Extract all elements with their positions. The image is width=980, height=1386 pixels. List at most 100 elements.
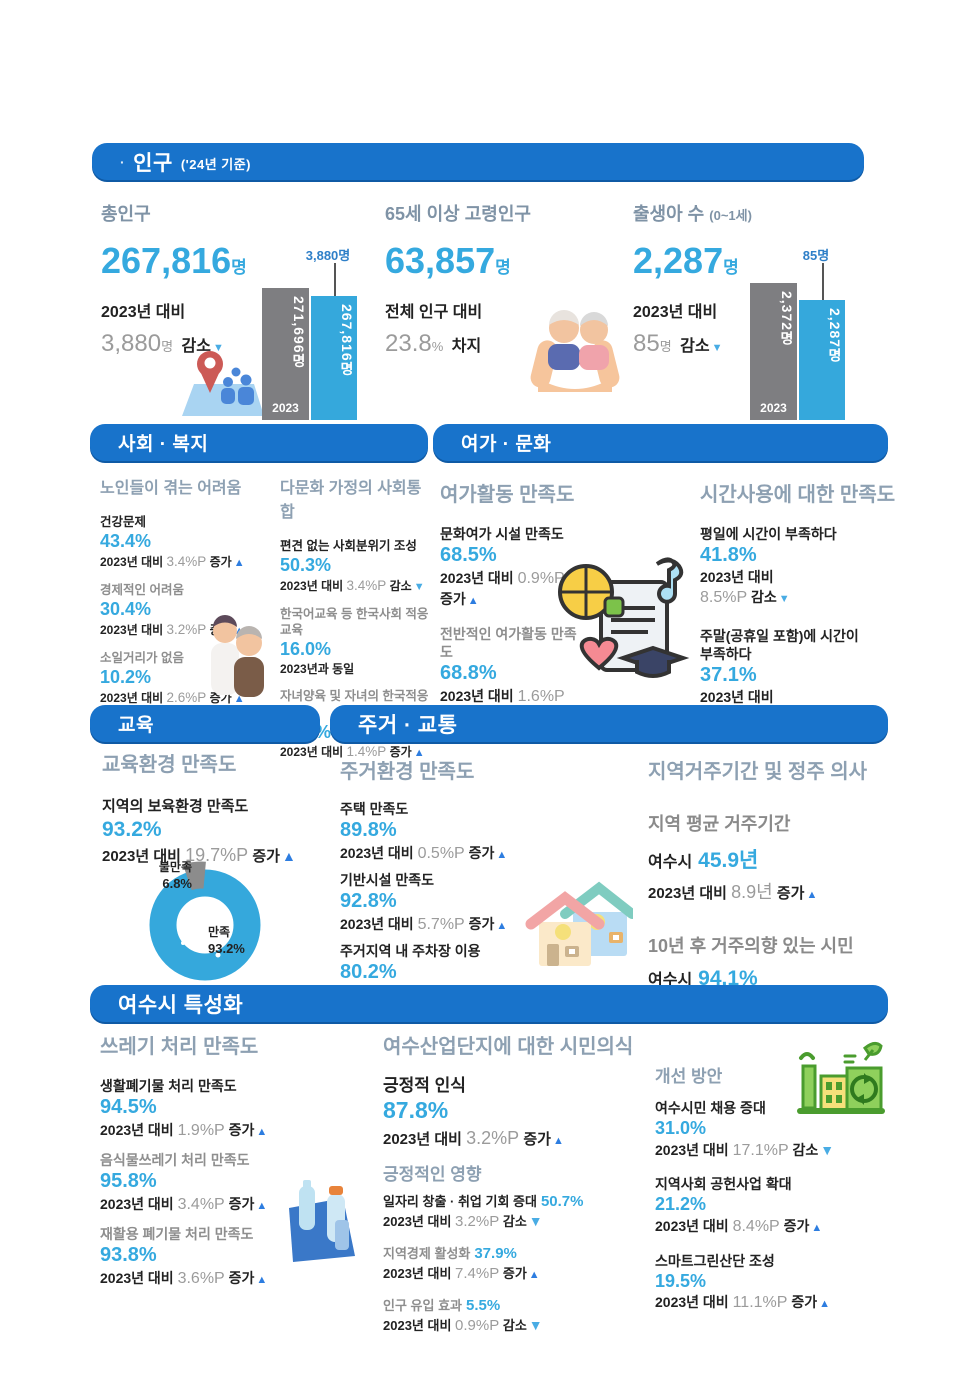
up-arrow-icon: ▲ bbox=[819, 1298, 830, 1311]
compare-label: 2023년 대비 bbox=[101, 304, 186, 321]
stat-label: 편견 없는 사회분위기 조성 bbox=[280, 539, 417, 553]
up-arrow-icon: ▲ bbox=[811, 1221, 823, 1234]
up-arrow-icon: ▲ bbox=[552, 1134, 564, 1147]
stat-label: 기반시설 만족도 bbox=[340, 871, 435, 888]
down-arrow-icon: ▼ bbox=[212, 342, 224, 354]
block-heading: 지역 평균 거주기간 bbox=[648, 814, 791, 834]
stat-value: 68.8% bbox=[440, 662, 497, 685]
stat-title: 65세 이상 고령인구 bbox=[385, 204, 531, 224]
callout-line bbox=[822, 263, 824, 300]
bar-2024: 267,816명 bbox=[311, 296, 357, 420]
stat-value: 80.2% bbox=[340, 960, 397, 983]
compare-label: 2023년 대비 bbox=[633, 304, 718, 321]
stat-value: 2,287명 bbox=[633, 240, 739, 281]
stat-item: 경제적인 어려움 30.4% 2023년 대비 3.2%P 증가▲ bbox=[100, 582, 272, 639]
stat-label: 평일에 시간이 부족하다 bbox=[700, 526, 837, 542]
stat-item: 인구 유입 효과 5.5% 2023년 대비 0.9%P 감소 ▼ bbox=[383, 1297, 653, 1336]
stat-value: 87.8% bbox=[383, 1097, 449, 1123]
section-header-social: 사회 · 복지 bbox=[90, 424, 428, 461]
residency-block: 지역 평균 거주기간 여수시 45.9년 2023년 대비 8.9년 증가 ▲ bbox=[648, 810, 888, 904]
stat-label: 생활폐기물 처리 만족도 bbox=[100, 1078, 237, 1094]
compare-line: 2023년 대비 8.4%P 증가 ▲ bbox=[655, 1217, 823, 1235]
stat-item: 소일거리가 없음 10.2% 2023년 대비 2.6%P 증가 ▲ bbox=[100, 650, 272, 707]
stat-item: 음식물쓰레기 처리 만족도 95.8% 2023년 대비 3.4%P 증가 ▲ bbox=[100, 1151, 295, 1216]
caregiver-elderly-icon bbox=[211, 615, 264, 697]
stat-value: 30.4% bbox=[100, 599, 152, 620]
stat-line: 지역경제 활성화 37.9% bbox=[383, 1245, 517, 1263]
stat-item: 건강문제 43.4% 2023년 대비 3.4%P 증가 ▲ bbox=[100, 514, 272, 571]
bar-2023: 2,372명 2023 bbox=[750, 283, 797, 420]
stat-elderly-population: 65세 이상 고령인구 63,857명 전체 인구 대비 23.8% 차지 bbox=[385, 200, 635, 358]
stat-label: 여수시민 채용 증대 bbox=[655, 1100, 766, 1116]
social-multicultural-column: 다문화 가정의 사회통합 편견 없는 사회분위기 조성 50.3% 2023년 … bbox=[280, 474, 430, 772]
column-title: 쓰레기 처리 만족도 bbox=[100, 1036, 259, 1058]
section-title: 주거 · 교통 bbox=[358, 713, 458, 737]
compare-line: 2023년 대비 8.9년 증가 ▲ bbox=[648, 882, 818, 902]
up-arrow-icon: ▲ bbox=[256, 1126, 268, 1139]
stat-item: 여수시민 채용 증대 31.0% 2023년 대비 17.1%P 감소 ▼ bbox=[655, 1099, 890, 1161]
stat-value: 92.8% bbox=[340, 889, 397, 912]
stat-value: 93.8% bbox=[100, 1243, 157, 1266]
stat-label: 스마트그린산단 조성 bbox=[655, 1252, 775, 1269]
stat-value: 21.2% bbox=[655, 1194, 707, 1215]
block-heading: 10년 후 거주의향 있는 시민 bbox=[648, 936, 854, 957]
compare-line: 2023년 대비 11.1%P 증가 ▲ bbox=[655, 1294, 830, 1312]
compare-value: 3,880명 감소 ▼ bbox=[101, 330, 224, 357]
section-header-housing: 주거 · 교통 bbox=[330, 705, 888, 742]
bar-callout: 85명 bbox=[802, 248, 830, 263]
stat-label: 재활용 폐기물 처리 만족도 bbox=[100, 1225, 254, 1242]
stat-item: 긍정적 인식 87.8% 2023년 대비 3.2%P 증가 ▲ bbox=[383, 1071, 653, 1150]
stat-item: 지역경제 활성화 37.9% 2023년 대비 7.4%P 증가 ▲ bbox=[383, 1245, 653, 1284]
improvement-column: 개선 방안 여수시민 채용 증대 31.0% 2023년 대비 17.1%P 감… bbox=[655, 1062, 890, 1325]
compare-line: 2023년 대비 1.4%P 증가 ▲ bbox=[280, 744, 425, 760]
stat-item: 편견 없는 사회분위기 조성 50.3% 2023년 대비 3.4%P 감소 ▼ bbox=[280, 538, 430, 595]
column-title: 여가활동 만족도 bbox=[440, 484, 575, 506]
compare-value: 23.8% 차지 bbox=[385, 330, 482, 357]
stat-item: 지역의 보육환경 만족도 93.2% 2023년 대비 19.7%P 증가 ▲ bbox=[102, 797, 332, 867]
stat-line: 일자리 창출 · 취업 기회 증대 50.7% bbox=[383, 1193, 584, 1211]
donut-label-satisfied: 만족 93.2% bbox=[208, 925, 245, 956]
section-title: 사회 · 복지 bbox=[118, 434, 209, 455]
bar-2024: 2,287명 bbox=[799, 300, 845, 420]
up-arrow-icon: ▲ bbox=[233, 692, 245, 705]
stat-label: 주말(공휴일 포함)에 시간이 부족하다 bbox=[700, 627, 859, 662]
compare-line: 2023년 대비 3.2%P 증가▲ bbox=[383, 1127, 564, 1148]
map-pin-people-icon bbox=[182, 351, 264, 416]
stat-item: 일자리 창출 · 취업 기회 증대 50.7% 2023년 대비 3.2%P 감소… bbox=[383, 1193, 653, 1232]
up-arrow-icon: ▲ bbox=[413, 747, 425, 760]
column-title: 개선 방안 bbox=[655, 1067, 723, 1086]
stat-total-population: 총인구 267,816명 2023년 대비 3,880명 감소 ▼ bbox=[101, 200, 271, 358]
column-title: 지역거주기간 및 정주 의사 bbox=[648, 761, 868, 783]
compare-line: 2023년 대비 3.4%P 증가 ▲ bbox=[100, 1195, 268, 1213]
compare-line: 2023년 대비 5.7%P 증가 ▲ bbox=[340, 915, 508, 933]
compare-line: 2023년 대비 0.5%P 증가 ▲ bbox=[340, 845, 508, 863]
stat-item: 스마트그린산단 조성 19.5% 2023년 대비 11.1%P 증가 ▲ bbox=[655, 1252, 890, 1314]
recycling-waste-icon bbox=[289, 1180, 355, 1262]
up-arrow-icon: ▲ bbox=[467, 594, 479, 607]
compare-line: 2023년 대비 2.6%P 증가 ▲ bbox=[100, 689, 245, 705]
column-title: 다문화 가정의 사회통합 bbox=[280, 480, 422, 521]
education-column: 교육환경 만족도 지역의 보육환경 만족도 93.2% 2023년 대비 19.… bbox=[102, 748, 332, 878]
stat-value: 63,857명 bbox=[385, 240, 511, 281]
section-header-education: 교육 bbox=[90, 705, 320, 742]
hands-elderly-icon bbox=[530, 310, 620, 392]
waste-column: 쓰레기 처리 만족도 생활폐기물 처리 만족도 94.5% 2023년 대비 1… bbox=[100, 1030, 295, 1300]
compare-label: 전체 인구 대비 bbox=[385, 304, 483, 321]
stat-label: 긍정적 인식 bbox=[383, 1076, 466, 1095]
up-arrow-icon: ▲ bbox=[496, 849, 508, 862]
stat-item: 한국어교육 등 한국사회 적응 교육 16.0% 2023년과 동일 bbox=[280, 606, 430, 677]
stat-item: 문화여가 시설 만족도 68.5% 2023년 대비 0.9%P 증가 ▲ bbox=[440, 525, 580, 609]
stat-value: 31.0% bbox=[655, 1118, 707, 1139]
section-title: 여수시 특성화 bbox=[118, 993, 244, 1017]
sub-section-title: 긍정적인 영향 bbox=[383, 1165, 482, 1185]
header-bullet: · bbox=[120, 153, 126, 170]
stat-label: 건강문제 bbox=[100, 515, 147, 529]
stat-label: 한국어교육 등 한국사회 적응 교육 bbox=[280, 606, 429, 638]
stat-label: 전반적인 여가활동 만족도 bbox=[440, 625, 577, 660]
stat-label: 주거지역 내 주차장 이용 bbox=[340, 942, 481, 959]
industry-column: 여수산업단지에 대한 시민의식 긍정적 인식 87.8% 2023년 대비 3.… bbox=[383, 1030, 653, 1347]
stat-label: 소일거리가 없음 bbox=[100, 650, 184, 665]
stat-value: 37.1% bbox=[700, 664, 757, 687]
leisure-time-column: 시간사용에 대한 만족도 평일에 시간이 부족하다 41.8% 2023년 대비… bbox=[700, 478, 895, 740]
stat-value: 95.8% bbox=[100, 1169, 157, 1192]
